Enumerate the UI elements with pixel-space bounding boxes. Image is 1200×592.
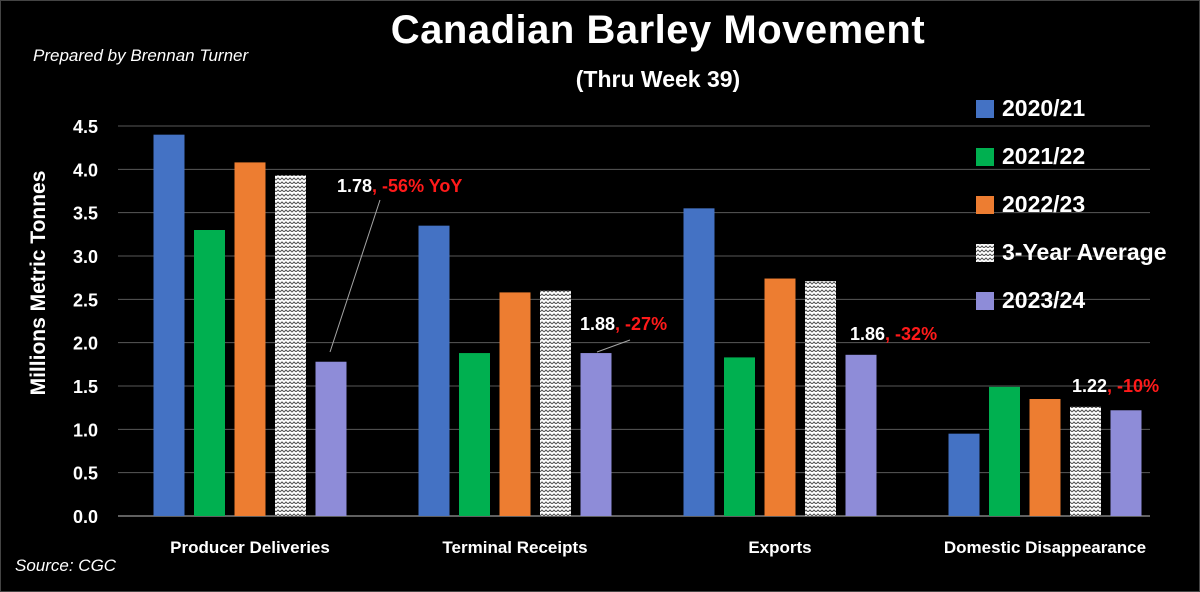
bar — [499, 292, 531, 516]
y-tick-label: 1.5 — [73, 377, 98, 397]
y-tick-label: 2.0 — [73, 334, 98, 354]
legend-label: 2022/23 — [1002, 191, 1085, 217]
source-text: Source: CGC — [15, 556, 117, 575]
bar — [845, 354, 877, 516]
bar — [315, 361, 347, 516]
annotation-value: 1.86 — [850, 324, 885, 344]
legend-swatch — [976, 148, 994, 166]
annotation-leader-line — [329, 199, 381, 353]
legend-swatch — [976, 244, 994, 262]
annotation-label: 1.86, -32% — [850, 324, 937, 344]
bar — [989, 386, 1020, 516]
bar — [153, 134, 185, 516]
y-tick-label: 0.5 — [73, 464, 98, 484]
legend-label: 2023/24 — [1002, 287, 1085, 313]
annotation-value: 1.22 — [1072, 376, 1107, 396]
x-category-label: Producer Deliveries — [170, 538, 330, 557]
bar — [948, 433, 980, 516]
bar — [418, 225, 450, 516]
bar — [1029, 399, 1061, 516]
legend-swatch — [976, 292, 994, 310]
y-tick-label: 3.0 — [73, 247, 98, 267]
y-tick-label: 4.5 — [73, 117, 98, 137]
chart-subtitle: (Thru Week 39) — [575, 66, 741, 92]
bar — [764, 278, 796, 516]
legend-swatch — [976, 100, 994, 118]
annotation-leader-line — [596, 339, 631, 353]
annotation-label: 1.88, -27% — [580, 314, 667, 334]
bar — [540, 290, 571, 516]
bar — [194, 230, 225, 516]
bar — [1070, 406, 1101, 516]
bar — [724, 357, 755, 516]
annotation-change: , -56% YoY — [372, 176, 462, 196]
annotation-value: 1.88 — [580, 314, 615, 334]
annotation-label: 1.22, -10% — [1072, 376, 1159, 396]
bar — [805, 281, 836, 516]
y-axis-label: Millions Metric Tonnes — [27, 171, 50, 396]
legend-label: 2021/22 — [1002, 143, 1085, 169]
x-category-label: Terminal Receipts — [442, 538, 587, 557]
bar — [1110, 410, 1142, 516]
annotation-label: 1.78, -56% YoY — [337, 176, 462, 196]
y-tick-label: 4.0 — [73, 160, 98, 180]
bar — [459, 353, 490, 516]
y-tick-label: 3.5 — [73, 204, 98, 224]
legend-label: 2020/21 — [1002, 95, 1085, 121]
bar — [683, 208, 715, 517]
annotation-change: , -32% — [885, 324, 937, 344]
x-category-label: Domestic Disappearance — [944, 538, 1146, 557]
bar — [275, 175, 306, 516]
annotation-change: , -27% — [615, 314, 667, 334]
credit-text: Prepared by Brennan Turner — [33, 46, 249, 65]
bar — [234, 162, 266, 516]
y-tick-label: 1.0 — [73, 420, 98, 440]
y-tick-label: 0.0 — [73, 507, 98, 527]
y-tick-label: 2.5 — [73, 290, 98, 310]
legend-label: 3-Year Average — [1002, 239, 1167, 265]
x-category-label: Exports — [748, 538, 811, 557]
annotation-value: 1.78 — [337, 176, 372, 196]
bar — [580, 353, 612, 516]
chart-title: Canadian Barley Movement — [390, 8, 926, 52]
legend-swatch — [976, 196, 994, 214]
annotation-change: , -10% — [1107, 376, 1159, 396]
